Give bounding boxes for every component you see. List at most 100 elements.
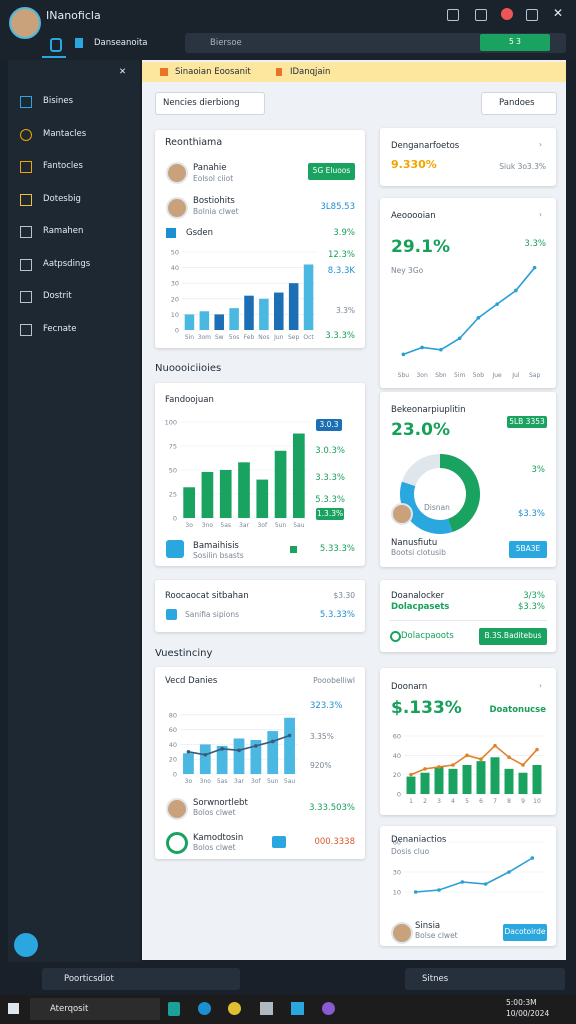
x-tick-label: 7 bbox=[493, 798, 497, 805]
point bbox=[413, 890, 418, 894]
side-label: 8.3.3K bbox=[327, 266, 355, 276]
chevron[interactable]: › bbox=[539, 681, 542, 690]
filter[interactable] bbox=[155, 92, 265, 115]
footer-box[interactable] bbox=[405, 968, 565, 990]
nav-item[interactable]: Dotesbig bbox=[43, 193, 81, 204]
icon bbox=[390, 631, 401, 642]
x-tick-label: 3no bbox=[200, 778, 212, 785]
side-label: 3.0.3% bbox=[315, 446, 345, 456]
y-tick-label: 40 bbox=[393, 752, 401, 760]
row-sub: Bolse clwet bbox=[415, 931, 458, 940]
badge[interactable]: 5 3 bbox=[480, 34, 550, 51]
row-name: Sinsia bbox=[415, 921, 441, 931]
taskbar-search[interactable] bbox=[30, 998, 160, 1020]
nav-icon bbox=[20, 258, 32, 271]
close[interactable]: ✕ bbox=[553, 6, 564, 20]
x-tick-label: 6 bbox=[479, 798, 483, 805]
tab-icon[interactable] bbox=[50, 38, 62, 52]
nav-item[interactable]: Ramahen bbox=[43, 226, 84, 236]
point bbox=[287, 733, 292, 738]
taskbar-icon[interactable] bbox=[291, 1002, 304, 1015]
line bbox=[415, 857, 533, 893]
card-title: Reonthiama bbox=[165, 137, 223, 148]
bar bbox=[518, 772, 528, 794]
section-title: Vuestinciny bbox=[155, 648, 213, 659]
bar bbox=[504, 768, 514, 794]
chevron[interactable]: › bbox=[539, 140, 542, 149]
bar bbox=[490, 757, 500, 794]
bar bbox=[219, 470, 232, 518]
card-title: Doanalocker bbox=[391, 591, 445, 601]
nav-icon bbox=[20, 291, 32, 303]
y-tick-label: 10 bbox=[393, 889, 401, 897]
nav-item[interactable]: Aatpsdings bbox=[43, 258, 91, 269]
footer-search[interactable] bbox=[42, 968, 240, 990]
taskbar-icon[interactable] bbox=[260, 1002, 273, 1015]
window-icon[interactable] bbox=[447, 9, 459, 21]
icon bbox=[272, 836, 286, 848]
x-tick-label: 5un bbox=[275, 522, 287, 529]
nav-item[interactable]: Dostrit bbox=[43, 291, 72, 301]
taskbar-icon[interactable] bbox=[198, 1002, 211, 1015]
search-box[interactable] bbox=[185, 33, 566, 53]
point bbox=[532, 265, 537, 270]
x-tick-label: 5au bbox=[284, 778, 295, 785]
card-value: 29.1% bbox=[391, 237, 450, 257]
bar bbox=[183, 753, 194, 774]
y-tick-label: 100 bbox=[165, 419, 177, 427]
chevron[interactable]: › bbox=[539, 210, 542, 219]
tag: 1.3.3% bbox=[316, 508, 344, 520]
fab[interactable] bbox=[14, 933, 38, 957]
x-tick-label: 3ar bbox=[234, 778, 244, 785]
taskbar-icon[interactable] bbox=[322, 1002, 335, 1015]
bar bbox=[303, 264, 314, 330]
filter[interactable] bbox=[481, 92, 557, 115]
point bbox=[457, 336, 462, 341]
divider bbox=[390, 620, 547, 621]
point bbox=[420, 345, 424, 350]
card-sub: Dosis cluo bbox=[391, 847, 430, 856]
nav-item[interactable]: Mantacles bbox=[43, 128, 87, 139]
bar bbox=[274, 292, 284, 330]
button[interactable]: B.3S.Baditebus bbox=[479, 628, 547, 645]
chart: 0 20 40 60 80 3o 3no 5as 3ar 3of 5un 5au bbox=[169, 711, 298, 785]
point bbox=[476, 316, 481, 320]
x-tick-label: 3om bbox=[198, 334, 211, 341]
button[interactable]: Dacotoirde bbox=[503, 924, 547, 941]
card-title: Denaniactios bbox=[391, 835, 447, 845]
button[interactable]: 5BA3E bbox=[509, 541, 547, 558]
tab-icon[interactable] bbox=[75, 38, 83, 48]
bar bbox=[259, 298, 269, 330]
card-amount: $3.3% bbox=[517, 509, 545, 519]
nav-item[interactable]: Fantocles bbox=[43, 161, 83, 171]
nav-icon bbox=[20, 226, 32, 238]
collapse[interactable]: ✕ bbox=[119, 67, 127, 77]
card bbox=[155, 383, 365, 566]
card-title: Aeooooian bbox=[391, 211, 436, 221]
y-tick-label: 10 bbox=[171, 311, 179, 319]
donut-segment bbox=[401, 454, 441, 487]
tab[interactable]: Danseanoita bbox=[94, 38, 148, 48]
y-tick-label: 30 bbox=[393, 869, 401, 877]
y-tick-label: 0 bbox=[397, 791, 401, 799]
window-icon[interactable] bbox=[501, 8, 513, 20]
bar bbox=[199, 311, 210, 330]
point bbox=[439, 347, 443, 352]
chart: 0 10 20 30 40 50 Sin 3om Sw 5os Feb Nos Jun Sep Oct bbox=[171, 249, 316, 341]
button[interactable]: 5G Eluoos bbox=[308, 163, 355, 180]
side-label: 3.3.3% bbox=[315, 473, 345, 483]
start[interactable] bbox=[8, 1003, 19, 1014]
nav-icon bbox=[20, 193, 32, 206]
nav-item[interactable]: Bisines bbox=[43, 96, 74, 106]
taskbar-icon[interactable] bbox=[228, 1002, 241, 1015]
nav-item[interactable]: Fecnate bbox=[43, 323, 77, 334]
window-icon[interactable] bbox=[475, 9, 487, 21]
footer-box-text: Sitnes bbox=[422, 974, 449, 984]
bar bbox=[406, 776, 416, 794]
taskbar-icon[interactable] bbox=[168, 1002, 180, 1016]
point bbox=[409, 772, 413, 777]
x-tick-label: 5 bbox=[465, 798, 469, 805]
card-link[interactable]: Pooobelliwl bbox=[313, 676, 355, 685]
row-value: 5.33.3% bbox=[319, 544, 355, 554]
maximize[interactable] bbox=[526, 9, 538, 21]
